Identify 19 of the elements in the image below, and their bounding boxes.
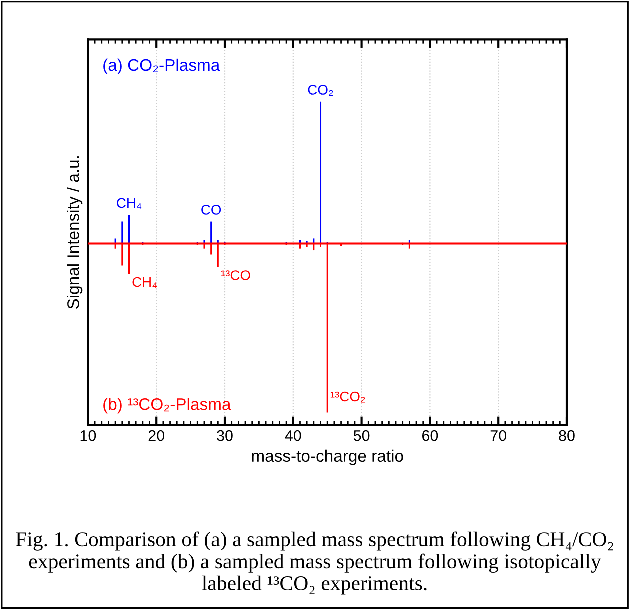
annotation: ¹³CO₂	[330, 392, 366, 403]
x-tick-label: 80	[559, 430, 575, 442]
x-tick-label: 40	[285, 430, 302, 442]
x-tick-label: 20	[148, 430, 164, 442]
x-tick-label: 70	[490, 430, 506, 442]
caption: Fig. 1. Comparison of (a) a sampled mass spectrum following CH₄/CO₂ experiments and (b) a sampled mass spectrum following isotopically labeled ¹³CO₂ experiments.	[16, 532, 614, 595]
x-axis-title: mass-to-charge ratio	[252, 450, 404, 466]
annotation: CO₂	[308, 85, 334, 96]
annotation: CH₄	[117, 198, 142, 210]
y-axis-title: Signal Intensity / a.u.	[67, 156, 83, 310]
annotation: (b) ¹³CO₂-Plasma	[104, 398, 232, 414]
text: (a) CO₂-Plasma	[104, 58, 220, 74]
annotation: ¹³CO	[221, 270, 250, 280]
annotation: CO	[202, 205, 222, 215]
x-tick-label: 50	[354, 430, 370, 442]
annotation: CH₄	[132, 277, 158, 288]
x-tick-label: 30	[217, 430, 233, 442]
x-tick-label: 10	[80, 430, 96, 442]
x-tick-label: 60	[422, 430, 438, 442]
